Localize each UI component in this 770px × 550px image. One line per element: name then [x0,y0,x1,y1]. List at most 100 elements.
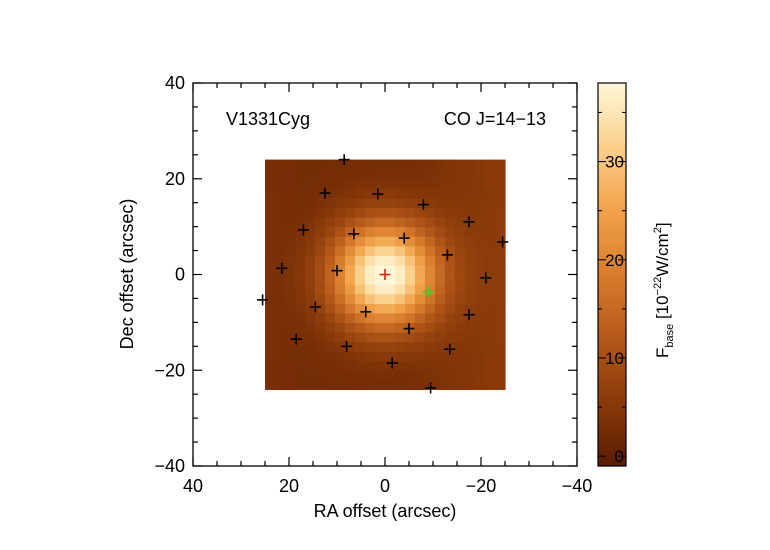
heatmap-pixel [335,245,346,256]
heatmap-pixel [325,293,336,304]
heatmap-pixel [305,169,316,180]
heatmap-pixel [475,217,486,228]
heatmap-pixel [295,264,306,276]
heatmap-pixel [435,217,446,228]
heatmap-pixel [335,226,346,237]
heatmap-pixel [365,322,376,333]
heatmap-pixel [415,360,426,371]
heatmap-pixel [385,351,396,362]
heatmap-pixel [275,169,286,180]
heatmap-pixel [295,293,306,304]
heatmap-pixel [345,293,356,304]
heatmap-pixel [395,360,406,371]
spaxel-marker [497,236,509,248]
y-axis-ticks: 40 20 0 −20 −40 [154,73,577,476]
spaxel-marker [348,228,360,240]
heatmap-pixel [485,169,496,180]
y-tick-label: 40 [165,73,185,93]
heatmap-pixel [365,217,376,228]
heatmap-pixel [415,188,426,199]
heatmap-pixel [305,312,316,323]
heatmap-pixel [425,284,436,295]
secondary-marker [422,286,434,298]
heatmap-pixel [355,207,366,218]
heatmap-pixel [295,370,306,381]
heatmap-pixel [415,178,426,189]
heatmap-pixel [345,331,356,343]
heatmap-pixel [305,379,316,390]
heatmap-pixel [495,159,506,170]
heatmap-pixel [485,188,496,199]
heatmap-pixel [485,255,496,266]
heatmap-pixel [295,331,306,343]
heatmap-pixel [405,284,416,295]
heatmap-pixel [355,284,366,295]
heatmap-pixel [385,159,396,170]
heatmap-pixel [385,169,396,180]
heatmap-pixel [405,360,416,371]
heatmap-pixel [325,303,336,314]
heatmap-pixel [265,312,276,323]
center-marker [379,269,391,280]
heatmap-pixel [325,264,336,276]
heatmap-pixel [435,207,446,218]
heatmap-pixel [485,178,496,189]
x-tick-label: 20 [279,476,299,496]
heatmap-pixel [415,255,426,266]
heatmap-pixel [305,188,316,199]
spaxel-marker [338,154,350,166]
heatmap-pixel [355,312,366,323]
heatmap-pixel [455,197,466,209]
heatmap-pixel [465,293,476,304]
heatmap-pixel [295,360,306,371]
heatmap-pixel [275,351,286,362]
heatmap-pixel [465,255,476,266]
heatmap-pixel [385,236,396,247]
heatmap-pixel [375,178,386,189]
heatmap-pixel [455,274,466,285]
heatmap-pixel [275,322,286,333]
heatmap-pixel [305,370,316,381]
heatmap-pixel [295,303,306,314]
heatmap-pixel [435,293,446,304]
heatmap-pixel [395,226,406,237]
heatmap-pixel [415,331,426,343]
heatmap-pixel [295,322,306,333]
heatmap-pixel [385,207,396,218]
heatmap-pixel [495,226,506,237]
heatmap-pixel [335,255,346,266]
heatmap-pixel [315,197,326,209]
heatmap-pixel [295,159,306,170]
heatmap-pixel [395,197,406,209]
heatmap-pixel [305,293,316,304]
heatmap-pixel [425,341,436,352]
heatmap-pixel [415,236,426,247]
heatmap-pixel [405,236,416,247]
heatmap-pixel [355,159,366,170]
colorbar-label-main: F [653,348,672,358]
heatmap-pixel [475,379,486,390]
heatmap-pixel [265,207,276,218]
heatmap-pixel [495,341,506,352]
heatmap-pixel [435,303,446,314]
heatmap-pixel [305,245,316,256]
heatmap-pixel [345,169,356,180]
heatmap-pixel [285,274,296,285]
heatmap-pixel [345,226,356,237]
heatmap-pixel [275,197,286,209]
heatmap-pixel [465,197,476,209]
heatmap-pixel [495,322,506,333]
colorbar-tick-label: 0 [615,447,624,466]
colorbar-label: Fbase [10−22W/cm2] [652,222,676,358]
heatmap-pixel [475,226,486,237]
heatmap-pixel [355,255,366,266]
heatmap-pixel [345,274,356,285]
heatmap-pixel [265,379,276,390]
heatmap-pixel [365,341,376,352]
heatmap-pixel [435,331,446,343]
heatmap-pixel [265,264,276,276]
heatmap-pixel [365,169,376,180]
heatmap-pixel [385,341,396,352]
heatmap-pixel [495,351,506,362]
heatmap-pixel [325,360,336,371]
